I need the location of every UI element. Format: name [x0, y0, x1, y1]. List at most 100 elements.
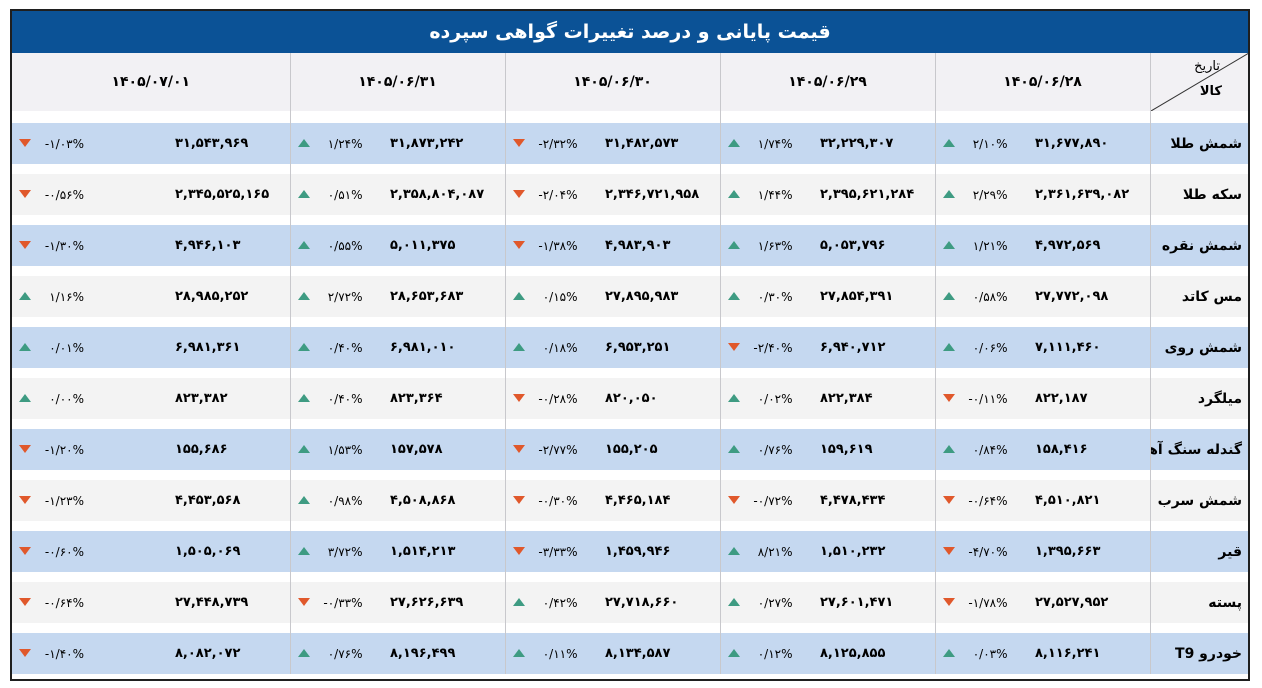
triangle-down-icon [19, 138, 31, 147]
change-percent: ۰/۲۷% [757, 595, 793, 610]
change-arrow [942, 341, 956, 355]
change-arrow [18, 545, 32, 559]
change-arrow [727, 443, 741, 457]
change-arrow [297, 188, 311, 202]
change-percent: ۰/۰۱% [49, 340, 84, 355]
commodity-name: شمش سرب [1149, 480, 1248, 521]
price-cell: ۲۷,۵۲۷,۹۵۲ [1027, 582, 1151, 623]
date-header: ۱۴۰۵/۰۷/۰۱ [12, 53, 290, 111]
change-cell: ۰/۰۱% [12, 327, 167, 368]
change-percent: ۱/۱۶% [49, 289, 84, 304]
change-arrow [727, 596, 741, 610]
table-row: شمش روی ۷,۱۱۱,۴۶۰ ۰/۰۶% ۶,۹۴۰,۷۱۲ -۲/۴۰% ۶,۹۵… [12, 327, 1248, 368]
change-cell: ۰/۱۵% [504, 276, 597, 317]
change-arrow [297, 596, 311, 610]
change-percent: -۲/۴۰% [753, 340, 793, 355]
change-cell: ۰/۵۱% [289, 174, 382, 215]
change-percent: -۰/۱۱% [968, 391, 1008, 406]
change-arrow [512, 545, 526, 559]
change-percent: -۱/۳۰% [44, 238, 84, 253]
price-cell: ۸۲۲,۱۸۷ [1027, 378, 1151, 419]
price-cell: ۱۵۸,۴۱۶ [1027, 429, 1151, 470]
change-cell: ۱/۵۳% [289, 429, 382, 470]
table-row: شمش نقره ۴,۹۷۲,۵۶۹ ۱/۲۱% ۵,۰۵۳,۷۹۶ ۱/۶۳% ۴,۹۸… [12, 225, 1248, 266]
change-percent: -۰/۲۸% [538, 391, 578, 406]
triangle-down-icon [19, 189, 31, 198]
price-cell: ۴,۹۸۳,۹۰۳ [597, 225, 721, 266]
triangle-up-icon [512, 342, 525, 351]
triangle-up-icon [512, 648, 525, 657]
price-cell: ۱,۴۵۹,۹۴۶ [597, 531, 721, 572]
change-arrow [18, 596, 32, 610]
change-cell: ۰/۰۶% [934, 327, 1027, 368]
change-cell: ۰/۱۱% [504, 633, 597, 674]
change-percent: ۸/۲۱% [757, 544, 793, 559]
date-header: ۱۴۰۵/۰۶/۲۸ [934, 53, 1150, 111]
price-cell: ۲۷,۴۴۸,۷۳۹ [167, 582, 291, 623]
change-percent: -۴/۷۰% [968, 544, 1008, 559]
triangle-up-icon [727, 138, 740, 147]
triangle-up-icon [19, 342, 31, 351]
price-cell: ۲,۳۴۵,۵۲۵,۱۶۵ [167, 174, 291, 215]
change-arrow [512, 494, 526, 508]
change-arrow [297, 239, 311, 253]
triangle-up-icon [942, 291, 955, 300]
triangle-up-icon [727, 444, 740, 453]
triangle-up-icon [942, 240, 955, 249]
table-row: گندله سنگ آهن۱۵۸,۴۱۶ ۰/۸۴% ۱۵۹,۶۱۹ ۰/۷۶% ۱۵۵… [12, 429, 1248, 470]
corner-good-label: کالا [1199, 84, 1222, 99]
change-percent: -۱/۷۸% [968, 595, 1008, 610]
change-cell: ۰/۲۷% [719, 582, 812, 623]
change-arrow [18, 647, 32, 661]
triangle-up-icon [942, 444, 955, 453]
change-percent: ۰/۴۲% [542, 595, 578, 610]
change-cell: ۳/۷۲% [289, 531, 382, 572]
change-arrow [942, 647, 956, 661]
price-cell: ۶,۹۵۳,۲۵۱ [597, 327, 721, 368]
price-cell: ۱۵۵,۲۰۵ [597, 429, 721, 470]
date-header: ۱۴۰۵/۰۶/۳۱ [289, 53, 505, 111]
change-arrow [18, 341, 32, 355]
change-cell: ۰/۵۸% [934, 276, 1027, 317]
change-arrow [297, 545, 311, 559]
change-percent: ۰/۱۵% [542, 289, 578, 304]
change-arrow [297, 137, 311, 151]
price-table-panel: قیمت پایانی و درصد تغییرات گواهی سپرده ت… [10, 9, 1250, 681]
change-percent: ۱/۴۴% [757, 187, 793, 202]
change-cell: ۰/۴۲% [504, 582, 597, 623]
change-arrow [942, 494, 956, 508]
change-percent: ۰/۵۱% [327, 187, 363, 202]
change-arrow [18, 392, 32, 406]
change-cell: ۸/۲۱% [719, 531, 812, 572]
change-arrow [297, 647, 311, 661]
price-cell: ۴,۹۷۲,۵۶۹ [1027, 225, 1151, 266]
change-arrow [727, 137, 741, 151]
row-separator [12, 266, 1248, 276]
price-cell: ۲,۳۴۶,۷۲۱,۹۵۸ [597, 174, 721, 215]
triangle-down-icon [512, 495, 525, 504]
change-arrow [18, 443, 32, 457]
triangle-up-icon [512, 597, 525, 606]
table-row: میلگرد ۸۲۲,۱۸۷ -۰/۱۱% ۸۲۲,۳۸۴ ۰/۰۲% ۸۲۰,۰۵۰ -۰… [12, 378, 1248, 419]
commodity-name: شمش طلا [1149, 123, 1248, 164]
corner-date-label: تاریخ [1194, 59, 1220, 74]
triangle-up-icon [297, 648, 310, 657]
row-separator [12, 470, 1248, 480]
change-arrow [727, 188, 741, 202]
change-cell: ۱/۲۴% [289, 123, 382, 164]
price-cell: ۲۸,۶۵۳,۶۸۳ [382, 276, 506, 317]
change-arrow [297, 392, 311, 406]
commodity-name: شمش نقره [1149, 225, 1248, 266]
price-cell: ۸,۱۱۶,۲۴۱ [1027, 633, 1151, 674]
triangle-down-icon [512, 189, 525, 198]
change-cell: -۳/۳۳% [504, 531, 597, 572]
change-percent: -۰/۵۶% [44, 187, 84, 202]
change-arrow [727, 647, 741, 661]
price-cell: ۸,۱۲۵,۸۵۵ [812, 633, 936, 674]
change-percent: ۰/۵۵% [327, 238, 363, 253]
price-cell: ۲۷,۷۷۲,۰۹۸ [1027, 276, 1151, 317]
triangle-down-icon [19, 597, 31, 606]
change-percent: -۱/۲۳% [44, 493, 84, 508]
price-cell: ۴,۴۵۳,۵۶۸ [167, 480, 291, 521]
row-separator [12, 215, 1248, 225]
